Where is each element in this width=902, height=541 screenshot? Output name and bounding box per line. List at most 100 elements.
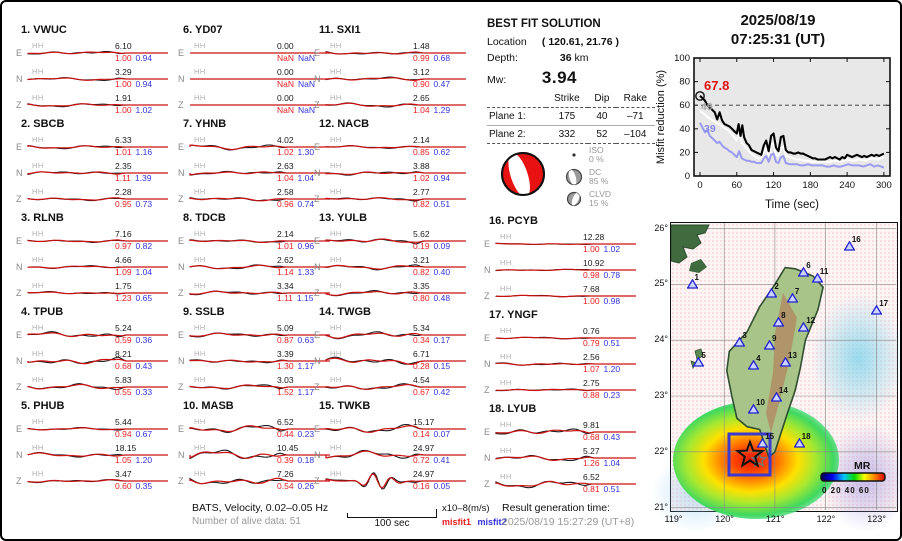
misfit2-value: 0.18 xyxy=(297,455,315,465)
misfit1-value: 1.00 xyxy=(115,79,132,89)
misfit-values: 1.52 1.17 xyxy=(277,387,314,397)
focal-mechanism-beachball-icon xyxy=(497,148,549,203)
depth-value: 36 xyxy=(559,52,572,64)
waveform-trace xyxy=(325,102,466,108)
channel-label: E xyxy=(314,48,321,58)
misfit-values: 0.85 0.62 xyxy=(413,147,450,157)
waveform-trace xyxy=(325,145,466,149)
station-name: 16. PCYB xyxy=(489,215,538,227)
misfit2-value: 0.62 xyxy=(433,147,451,157)
peak-amplitude-value: 7.68 xyxy=(583,284,600,294)
band-code-label: HH xyxy=(194,255,206,264)
misfit1-value: NaN xyxy=(277,53,295,63)
event-time: 07:25:31 (UT) xyxy=(730,30,826,48)
trace-row-N: N HH 10.45 0.39 0.18 xyxy=(178,442,342,468)
channel-label: N xyxy=(314,74,321,84)
station-name: 14. TWGB xyxy=(319,306,371,318)
trace-row-E: E HH 6.10 1.00 0.94 xyxy=(16,40,180,66)
channel-label: Z xyxy=(16,382,22,392)
waveform-trace xyxy=(325,51,466,55)
waveform-trace xyxy=(495,294,636,298)
misfit1-value: 1.14 xyxy=(277,267,294,277)
channel-label: E xyxy=(178,236,185,246)
waveform-trace xyxy=(27,478,168,484)
misfit-values: 1.00 0.94 xyxy=(115,53,152,63)
svg-text:300: 300 xyxy=(876,180,892,191)
misfit2-value: 0.68 xyxy=(433,53,451,63)
station-name: 11. SXI1 xyxy=(319,24,361,36)
misfit2-value: 1.02 xyxy=(603,244,621,254)
location-value: ( 120.61, 21.76 ) xyxy=(541,36,619,48)
misfit2-value: 0.17 xyxy=(433,335,451,345)
trace-row-E: E HH 0.76 0.79 0.51 xyxy=(484,325,648,351)
misfit2-value: 1.39 xyxy=(134,173,152,183)
svg-text:60: 60 xyxy=(731,180,742,191)
channel-label: N xyxy=(178,74,185,84)
waveform-trace xyxy=(495,336,636,340)
triangle-icon xyxy=(748,360,760,370)
peak-amplitude-value: 2.77 xyxy=(413,187,430,197)
misfit2-value: 1.04 xyxy=(297,173,315,183)
waveform-trace xyxy=(325,331,466,340)
misfit1-value: 0.19 xyxy=(413,241,430,251)
waveform-trace xyxy=(495,362,636,366)
misfit2-value: 1.16 xyxy=(135,147,153,157)
misfit2-value: 0.35 xyxy=(135,481,153,491)
channel-label: Z xyxy=(16,100,22,110)
channel-label: N xyxy=(484,359,491,369)
misfit1-value: 1.30 xyxy=(277,361,294,371)
time-scale-bar xyxy=(347,509,437,518)
misfit1-value: 0.68 xyxy=(583,432,600,442)
channel-label: N xyxy=(178,168,185,178)
misfit-values: 1.07 1.20 xyxy=(583,364,620,374)
svg-text:39: 39 xyxy=(704,123,716,135)
misfit-values: 0.72 0.41 xyxy=(413,455,450,465)
misfit-values: 0.95 0.73 xyxy=(115,199,152,209)
svg-text:100: 100 xyxy=(674,53,690,64)
waveform-trace xyxy=(495,268,636,272)
waveform-trace xyxy=(325,197,466,202)
misfit2-value: 0.82 xyxy=(135,241,153,251)
band-code-label: HH xyxy=(32,323,44,332)
misfit-values: 0.82 0.51 xyxy=(413,199,450,209)
map-lon-tick: 121° xyxy=(765,514,785,524)
station-name: 3. RLNB xyxy=(21,212,64,224)
clvd-label: CLVD xyxy=(589,188,612,199)
misfit-values: 0.55 0.33 xyxy=(115,387,152,397)
dc-pct: 85 % xyxy=(589,176,609,186)
station-name: 10. MASB xyxy=(183,400,234,412)
peak-amplitude-value: 2.65 xyxy=(413,93,430,103)
misfit1-value: 1.11 xyxy=(115,173,131,183)
misfit2-value: 0.78 xyxy=(603,270,621,280)
peak-amplitude-value: 1.91 xyxy=(115,93,132,103)
peak-amplitude-value: 4.66 xyxy=(115,255,132,265)
misfit1-value: 1.01 xyxy=(115,147,132,157)
peak-amplitude-value: 6.10 xyxy=(115,41,132,51)
trace-row-Z: Z HH 3.34 1.11 1.15 xyxy=(178,280,342,306)
peak-amplitude-value: 6.52 xyxy=(583,472,600,482)
waveform-trace xyxy=(325,472,466,490)
channel-label: E xyxy=(314,142,321,152)
band-code-label: HH xyxy=(32,417,44,426)
waveform-trace xyxy=(27,77,168,81)
misfit2-value: 0.43 xyxy=(135,361,153,371)
col-strike: Strike xyxy=(545,92,589,108)
channel-label: N xyxy=(16,74,23,84)
iso-row: ISO 0 % xyxy=(565,144,611,166)
waveform-trace xyxy=(190,104,330,106)
misfit2-value: 0.48 xyxy=(433,293,451,303)
misfit-values: 1.00 1.02 xyxy=(583,244,620,254)
svg-text:Misfit reduction (%): Misfit reduction (%) xyxy=(655,69,667,163)
result-label: Result generation time: xyxy=(502,502,610,514)
channel-label: Z xyxy=(314,288,320,298)
iso-dot-icon xyxy=(572,153,576,157)
triangle-icon xyxy=(773,316,785,327)
triangle-icon xyxy=(764,339,776,350)
channel-label: Z xyxy=(484,291,490,301)
peak-amplitude-value: 3.12 xyxy=(413,67,430,77)
peak-amplitude-value: 10.92 xyxy=(583,258,605,268)
decomposition-legend: ISO 0 % DC 85 % CLVD 15 % xyxy=(565,144,611,210)
band-code-label: HH xyxy=(500,232,512,241)
band-code-label: HH xyxy=(330,443,342,452)
triangle-icon xyxy=(748,403,760,414)
